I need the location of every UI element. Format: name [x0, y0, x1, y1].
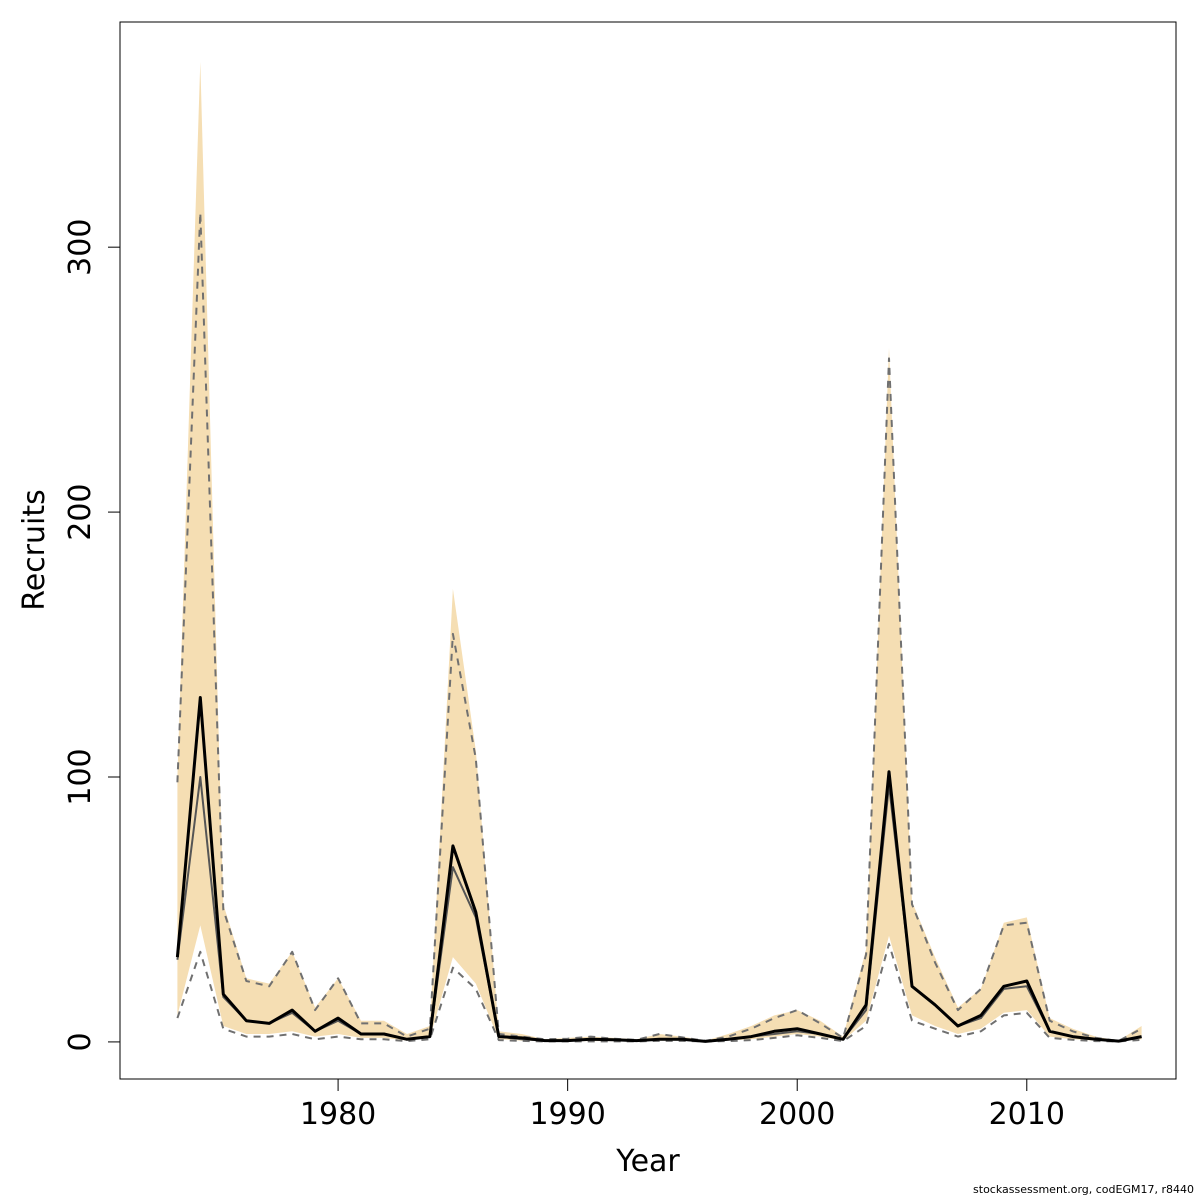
upper-bound-line	[176, 211, 1143, 1042]
y-tick-label: 300	[63, 219, 98, 276]
credit-text: stockassessment.org, codEGM17, r8440	[973, 1183, 1194, 1196]
x-tick-label: 1980	[300, 1097, 376, 1132]
x-tick-label: 1990	[529, 1097, 605, 1132]
x-axis: 1980 1990 2000 2010	[300, 1078, 1065, 1132]
y-tick-label: 200	[63, 483, 98, 540]
x-axis-title: Year	[615, 1144, 680, 1179]
y-tick-label: 0	[63, 1032, 98, 1051]
y-axis: 0 100 200 300	[63, 219, 121, 1051]
lower-bound-line	[176, 942, 1142, 1043]
estimate-line	[175, 696, 1142, 1043]
x-tick-label: 2000	[759, 1097, 835, 1132]
confidence-band	[177, 61, 1142, 1042]
plot-area	[175, 61, 1143, 1043]
x-tick-label: 2010	[989, 1097, 1065, 1132]
y-tick-label: 100	[63, 748, 98, 805]
y-axis-title: Recruits	[17, 489, 52, 611]
